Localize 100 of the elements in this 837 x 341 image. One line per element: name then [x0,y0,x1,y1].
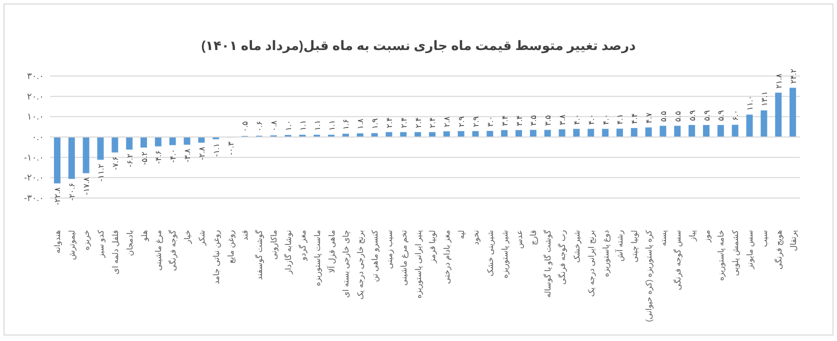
x-tick-label: بادمجان [125,230,134,256]
data-label: ۱۳.۱ [760,91,769,106]
data-label: ۲.۹ [471,116,480,128]
data-label: ۲.۴ [384,117,394,128]
data-label: -۲.۸ [197,146,206,160]
data-label: ۴.۰ [601,114,610,125]
data-label: ۴.۷ [644,112,654,124]
x-tick-label: هویج فرنگی [773,230,784,270]
data-label: ۲.۴ [428,117,438,128]
data-label: ۳.۴ [514,115,524,126]
y-tick-label: ۱۰.۰ [26,112,44,122]
x-tick-label: شیرینی خشک [486,230,495,276]
x-tick-label: خیار [183,230,192,245]
x-tick-label: پسته [658,230,668,246]
x-tick-label: خربزه [82,230,92,250]
x-tick-label: سیب [760,230,769,247]
data-label: -۲۰.۶ [68,182,77,201]
data-label: ۳.۰ [486,116,495,127]
data-label: ۱.۹ [370,118,380,130]
chart-title: درصد تغییر متوسط قیمت ماه جاری نسبت به ماه قبل(مرداد ماه ۱۴۰۱) [201,38,636,54]
data-label: ۲.۴ [414,117,423,128]
data-label: ۴.۰ [586,114,596,125]
data-label: ۲۴.۲ [788,68,798,84]
x-tick-label: سیب زمینی [384,230,394,269]
data-label: ۱.۱ [327,120,336,131]
y-tick-label: -۳۰.۰ [24,193,44,203]
x-tick-label: لیموترش [68,230,77,260]
data-label: -۴.۶ [154,150,164,164]
y-tick-label: -۱۰.۰ [24,152,44,162]
x-tick-label: موز [702,230,712,244]
x-tick-label: رب گوجه فرنگی [557,230,568,285]
x-tick-label: ماهی قزل آلا [326,230,336,273]
x-tick-label: ماست پاستوریزه [312,230,322,286]
y-tick-label: ۲۰.۰ [26,91,44,102]
x-tick-label: هلو [140,230,149,242]
x-tick-label: تخم مرغ ماشینی [399,230,408,286]
x-tick-label: هندوانه [53,230,62,254]
x-tick-label: شکر [197,230,206,247]
data-label: ۶.۰ [731,110,740,121]
data-label: ۲.۴ [399,117,408,128]
x-tick-label: کنسرو ماهی تن [370,230,380,282]
data-label: -۱.۱ [212,143,221,157]
x-tick-label: فلفل دلمه ای [110,230,120,274]
x-tick-label: گوشت گاو یا گوساله [542,230,553,298]
data-label: ۴.۴ [630,113,640,124]
x-tick-label: مرغ ماشینی [154,230,164,271]
data-label: ۵.۹ [702,110,712,122]
x-tick-label: لپه [457,230,466,240]
data-label: ۰.۵ [240,121,250,132]
data-label: ۲۱.۸ [774,72,784,89]
x-tick-label: کدو سبز [96,230,106,259]
data-label: -۷.۶ [110,156,120,170]
x-tick-label: مغز بادام درختی [442,230,452,284]
x-tick-label: روغن مایع [226,230,236,264]
x-tick-label: خامه پاستوریزه [716,230,726,281]
x-tick-label: سس مایونز [746,230,755,270]
x-tick-label: لوبیا قرمز [428,230,438,264]
x-tick-label: گوجه فرنگی [168,230,178,271]
data-label: ۱.۰ [284,120,293,131]
x-tick-label: قارچ [529,230,538,246]
y-tick-label: ۳۰.۰ [26,71,44,81]
data-label: ۵.۹ [716,110,726,122]
data-label: -۲۲.۸ [53,186,62,206]
data-label: -۶.۲ [125,154,134,168]
x-tick-label: دوغ پاستوریزه [601,230,610,278]
data-label: ۱.۶ [342,118,351,130]
y-tick-label: ۰.۰ [32,132,44,142]
x-tick-label: رشته آش [614,230,625,262]
x-tick-label: شیرخشک [572,230,582,263]
data-label: ۳.۸ [558,114,568,126]
x-tick-label: کشمش پلویی [731,230,740,276]
x-tick-label: پیاز [688,230,697,242]
data-label: ۰.۸ [270,120,279,132]
data-label: ۱.۸ [356,118,366,130]
data-label: -۵.۲ [140,152,149,166]
x-tick-label: قند [240,230,250,240]
x-tick-label: پرتقال [788,230,798,252]
data-label: ۱.۱ [298,120,308,131]
y-tick-label: -۲۰.۰ [24,172,44,183]
data-label: -۱۷.۸ [82,176,92,195]
data-label: ۳.۵ [544,115,553,126]
x-tick-label: گوشت گوسفند [254,230,264,280]
x-tick-label: مغز گردو [297,230,308,262]
data-label: ۳.۵ [529,115,538,126]
data-label: ۳.۴ [500,115,510,126]
x-tick-label: عدس [514,230,524,249]
data-label: ۴.۱ [616,114,625,125]
data-label: -۴.۰ [168,149,178,163]
data-label: ۵.۹ [688,110,697,122]
data-label: ۱۱.۰ [746,96,755,111]
x-tick-label: لوبیا چیتی [630,230,640,262]
x-tick-label: نوشابه گازدار [282,230,293,275]
x-tick-label: کره پاستوریزه (کره حیوانی) [644,230,654,322]
data-label: ۴.۰ [572,114,582,125]
x-tick-label: نخود [471,230,480,246]
x-tick-label: چای خارجی بسته ای [342,230,351,298]
data-label: -۰.۳ [226,140,236,156]
data-label: ۵.۵ [673,110,682,122]
x-tick-label: برنج ایرانی درجه یک [586,230,596,297]
x-tick-label: ماکارونی [270,230,279,260]
